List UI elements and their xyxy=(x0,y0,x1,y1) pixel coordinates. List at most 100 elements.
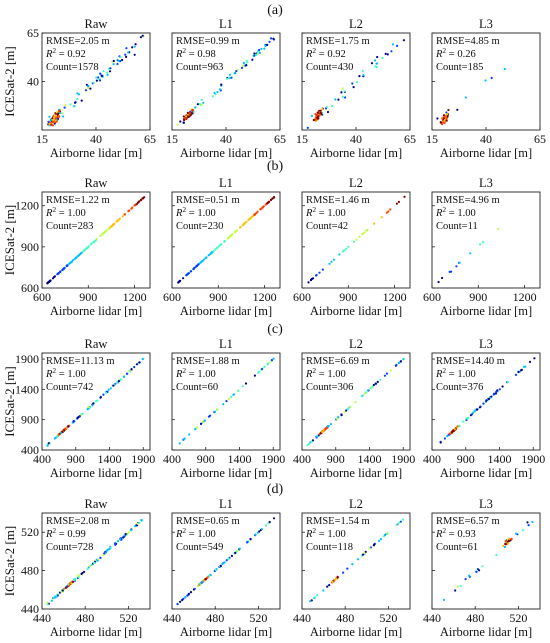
data-point xyxy=(358,75,361,78)
data-point xyxy=(116,380,119,383)
x-tick-label: 480 xyxy=(466,611,484,625)
data-point xyxy=(92,240,95,244)
data-point xyxy=(213,410,216,413)
count-label: Count=376 xyxy=(436,382,483,393)
data-point xyxy=(98,78,101,81)
data-point xyxy=(94,400,98,403)
data-point xyxy=(105,549,108,552)
data-point xyxy=(192,110,195,114)
data-point xyxy=(328,262,331,265)
y-tick-label: 440 xyxy=(21,602,39,616)
data-point xyxy=(469,252,472,255)
data-point xyxy=(384,52,387,56)
data-point xyxy=(65,264,69,267)
data-point xyxy=(102,70,105,73)
r2-label: R2 = 0.26 xyxy=(435,46,476,60)
data-point xyxy=(55,111,58,114)
data-point xyxy=(185,115,188,118)
data-point xyxy=(492,393,495,396)
data-point xyxy=(442,121,445,124)
y-axis-label: ICESat-2 [m] xyxy=(2,526,17,596)
r2-superscript: 2 xyxy=(442,46,446,55)
data-point xyxy=(125,47,128,50)
data-point xyxy=(138,521,141,525)
data-point xyxy=(520,369,523,372)
data-point xyxy=(76,416,79,419)
y-tick-label: 65 xyxy=(27,26,39,40)
data-point xyxy=(310,114,313,117)
data-point xyxy=(95,79,98,82)
data-point xyxy=(62,115,65,118)
y-tick-label: 1200 xyxy=(15,199,39,213)
data-point xyxy=(193,587,196,590)
r2-label: R2 = 1.00 xyxy=(305,526,346,540)
x-tick-label: 40 xyxy=(480,132,492,146)
data-point xyxy=(220,83,223,86)
r2-label: R2 = 0.93 xyxy=(435,526,476,540)
data-point xyxy=(515,532,518,535)
data-point xyxy=(374,59,377,62)
data-point xyxy=(255,53,258,57)
data-point xyxy=(139,36,142,39)
r2-superscript: 2 xyxy=(182,526,186,535)
data-point xyxy=(357,558,360,561)
x-tick-label: 900 xyxy=(79,290,97,304)
data-point xyxy=(186,115,189,118)
data-points xyxy=(306,358,405,447)
count-label: Count=283 xyxy=(46,221,93,232)
data-point xyxy=(261,367,264,371)
data-point xyxy=(188,115,191,118)
data-point xyxy=(124,532,127,536)
r2-value: = 1.00 xyxy=(446,208,476,219)
x-axis-label: Airborne lidar [m] xyxy=(310,304,402,318)
rmse-label: RMSE=1.75 m xyxy=(306,36,370,47)
data-point xyxy=(360,395,364,398)
data-point xyxy=(94,239,97,242)
rmse-label: RMSE=0.65 m xyxy=(176,516,240,527)
panel-title: L3 xyxy=(479,337,493,351)
data-point xyxy=(445,117,448,120)
x-tick-label: 440 xyxy=(293,611,311,625)
x-tick-label: 600 xyxy=(163,290,181,304)
data-point xyxy=(270,359,273,362)
data-point xyxy=(196,103,199,106)
data-point xyxy=(53,116,56,119)
data-point xyxy=(195,264,198,267)
data-point xyxy=(473,410,476,413)
data-point xyxy=(448,432,451,435)
data-point xyxy=(397,200,400,203)
data-point xyxy=(311,439,315,442)
x-tick-label: 900 xyxy=(457,452,475,466)
data-point xyxy=(317,115,320,118)
x-tick-label: 900 xyxy=(197,452,215,466)
data-point xyxy=(326,585,329,588)
r2-value: = 0.92 xyxy=(56,49,86,60)
data-point xyxy=(182,115,185,118)
data-point xyxy=(389,369,392,372)
data-point xyxy=(188,112,191,115)
r2-label: R2 = 0.99 xyxy=(45,526,86,540)
data-point xyxy=(355,81,359,84)
data-point xyxy=(389,208,392,211)
data-point xyxy=(385,211,388,214)
data-point xyxy=(199,582,202,586)
r2-value: = 1.00 xyxy=(316,369,346,380)
panel-title: Raw xyxy=(85,337,108,351)
data-point xyxy=(123,213,126,216)
r2-label: R2 = 1.00 xyxy=(305,366,346,380)
data-point xyxy=(223,239,226,243)
data-point xyxy=(131,46,134,49)
x-axis-label: Airborne lidar [m] xyxy=(50,466,142,480)
data-point xyxy=(462,420,465,423)
rmse-label: RMSE=14.40 m xyxy=(436,356,505,367)
x-tick-label: 1900 xyxy=(131,452,155,466)
data-point xyxy=(227,558,230,561)
data-point xyxy=(272,517,276,520)
data-point xyxy=(116,219,119,222)
data-point xyxy=(64,427,67,431)
y-axis-label: ICESat-2 [m] xyxy=(2,205,17,275)
data-point xyxy=(186,594,189,597)
data-point xyxy=(72,259,75,262)
